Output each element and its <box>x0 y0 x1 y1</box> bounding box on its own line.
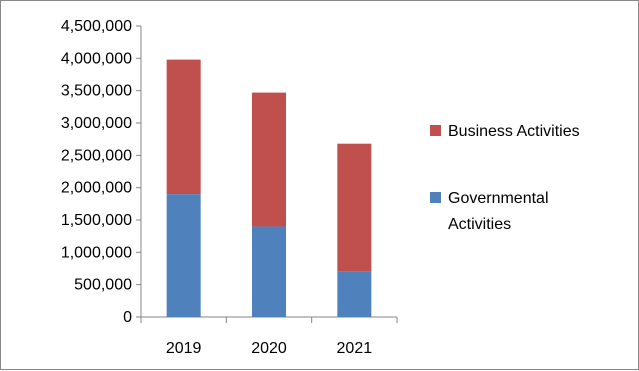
bar-business-2021 <box>337 143 372 272</box>
y-tick-label: 2,000,000 <box>61 180 132 197</box>
bar-governmental-2020 <box>252 226 286 317</box>
y-tick-label: 1,500,000 <box>61 212 132 229</box>
legend-swatch <box>430 125 441 136</box>
bar-governmental-2019 <box>166 194 201 317</box>
y-tick-label: 2,500,000 <box>61 147 132 164</box>
x-tick-label: 2021 <box>337 340 373 357</box>
legend-label: Business Activities <box>448 123 580 140</box>
legend-label: Governmental <box>448 190 549 207</box>
bar-business-2019 <box>166 59 201 195</box>
bar-governmental-2021 <box>337 271 372 317</box>
y-tick-label: 4,500,000 <box>61 18 132 35</box>
y-tick-label: 3,500,000 <box>61 83 132 100</box>
bar-business-2020 <box>252 92 286 227</box>
x-tick-label: 2020 <box>251 340 287 357</box>
y-tick-label: 1,000,000 <box>61 244 132 261</box>
y-tick-label: 4,000,000 <box>61 50 132 67</box>
y-tick-label: 3,000,000 <box>61 115 132 132</box>
x-tick-label: 2019 <box>166 340 202 357</box>
y-tick-label: 0 <box>123 309 132 326</box>
legend-label: Activities <box>448 216 511 233</box>
y-tick-label: 500,000 <box>74 277 132 294</box>
legend-swatch <box>430 192 441 203</box>
